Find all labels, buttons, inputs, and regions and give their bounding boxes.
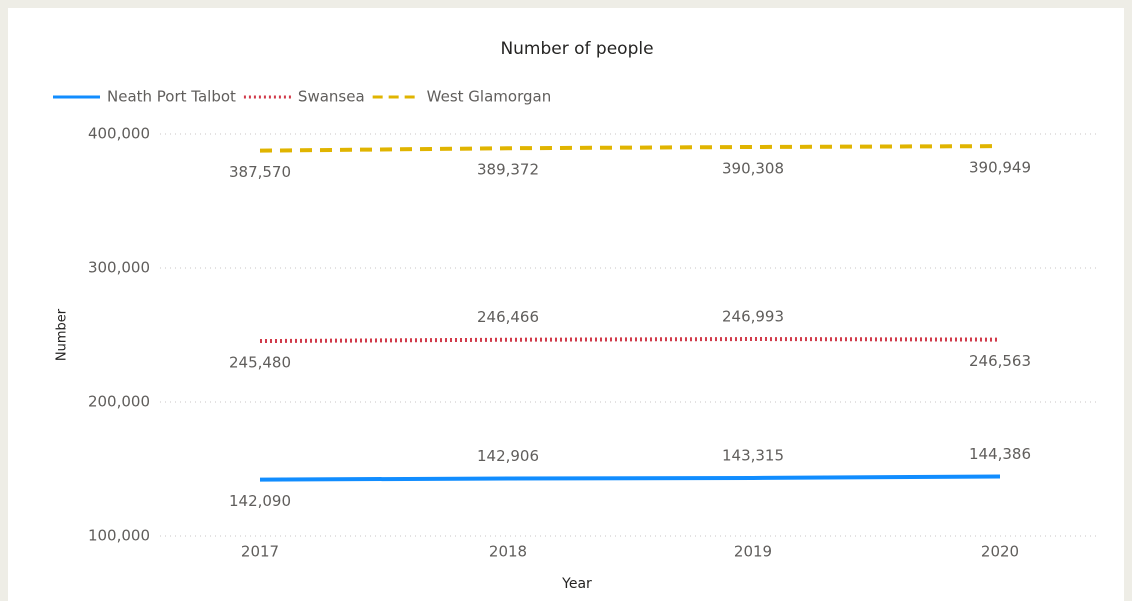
x-tick-label: 2017 <box>241 543 279 561</box>
legend-label: Swansea <box>298 88 365 106</box>
visual-panel <box>8 8 1124 601</box>
legend-label: West Glamorgan <box>427 88 552 106</box>
data-label: 142,906 <box>477 447 539 465</box>
data-label: 142,090 <box>229 492 291 510</box>
x-tick-label: 2020 <box>981 543 1019 561</box>
x-tick-label: 2018 <box>489 543 527 561</box>
data-label: 144,386 <box>969 445 1031 463</box>
data-label: 387,570 <box>229 163 291 181</box>
y-axis-title: Number <box>55 308 70 361</box>
series-line <box>259 144 1001 153</box>
data-label: 389,372 <box>477 161 539 179</box>
y-tick-label: 300,000 <box>88 259 150 277</box>
x-tick-label: 2019 <box>734 543 772 561</box>
legend-label: Neath Port Talbot <box>107 88 236 106</box>
data-label: 246,993 <box>722 308 784 326</box>
series-line <box>259 337 1001 344</box>
chart-title: Number of people <box>500 39 653 59</box>
data-label: 390,949 <box>969 159 1031 177</box>
data-label: 143,315 <box>722 446 784 464</box>
data-label: 390,308 <box>722 159 784 177</box>
data-label: 245,480 <box>229 354 291 372</box>
y-tick-label: 200,000 <box>88 393 150 411</box>
x-axis-title: Year <box>561 576 592 592</box>
y-tick-label: 400,000 <box>88 125 150 143</box>
data-label: 246,466 <box>477 308 539 326</box>
series-line <box>259 474 1001 482</box>
y-tick-label: 100,000 <box>88 527 150 545</box>
data-label: 246,563 <box>969 352 1031 370</box>
